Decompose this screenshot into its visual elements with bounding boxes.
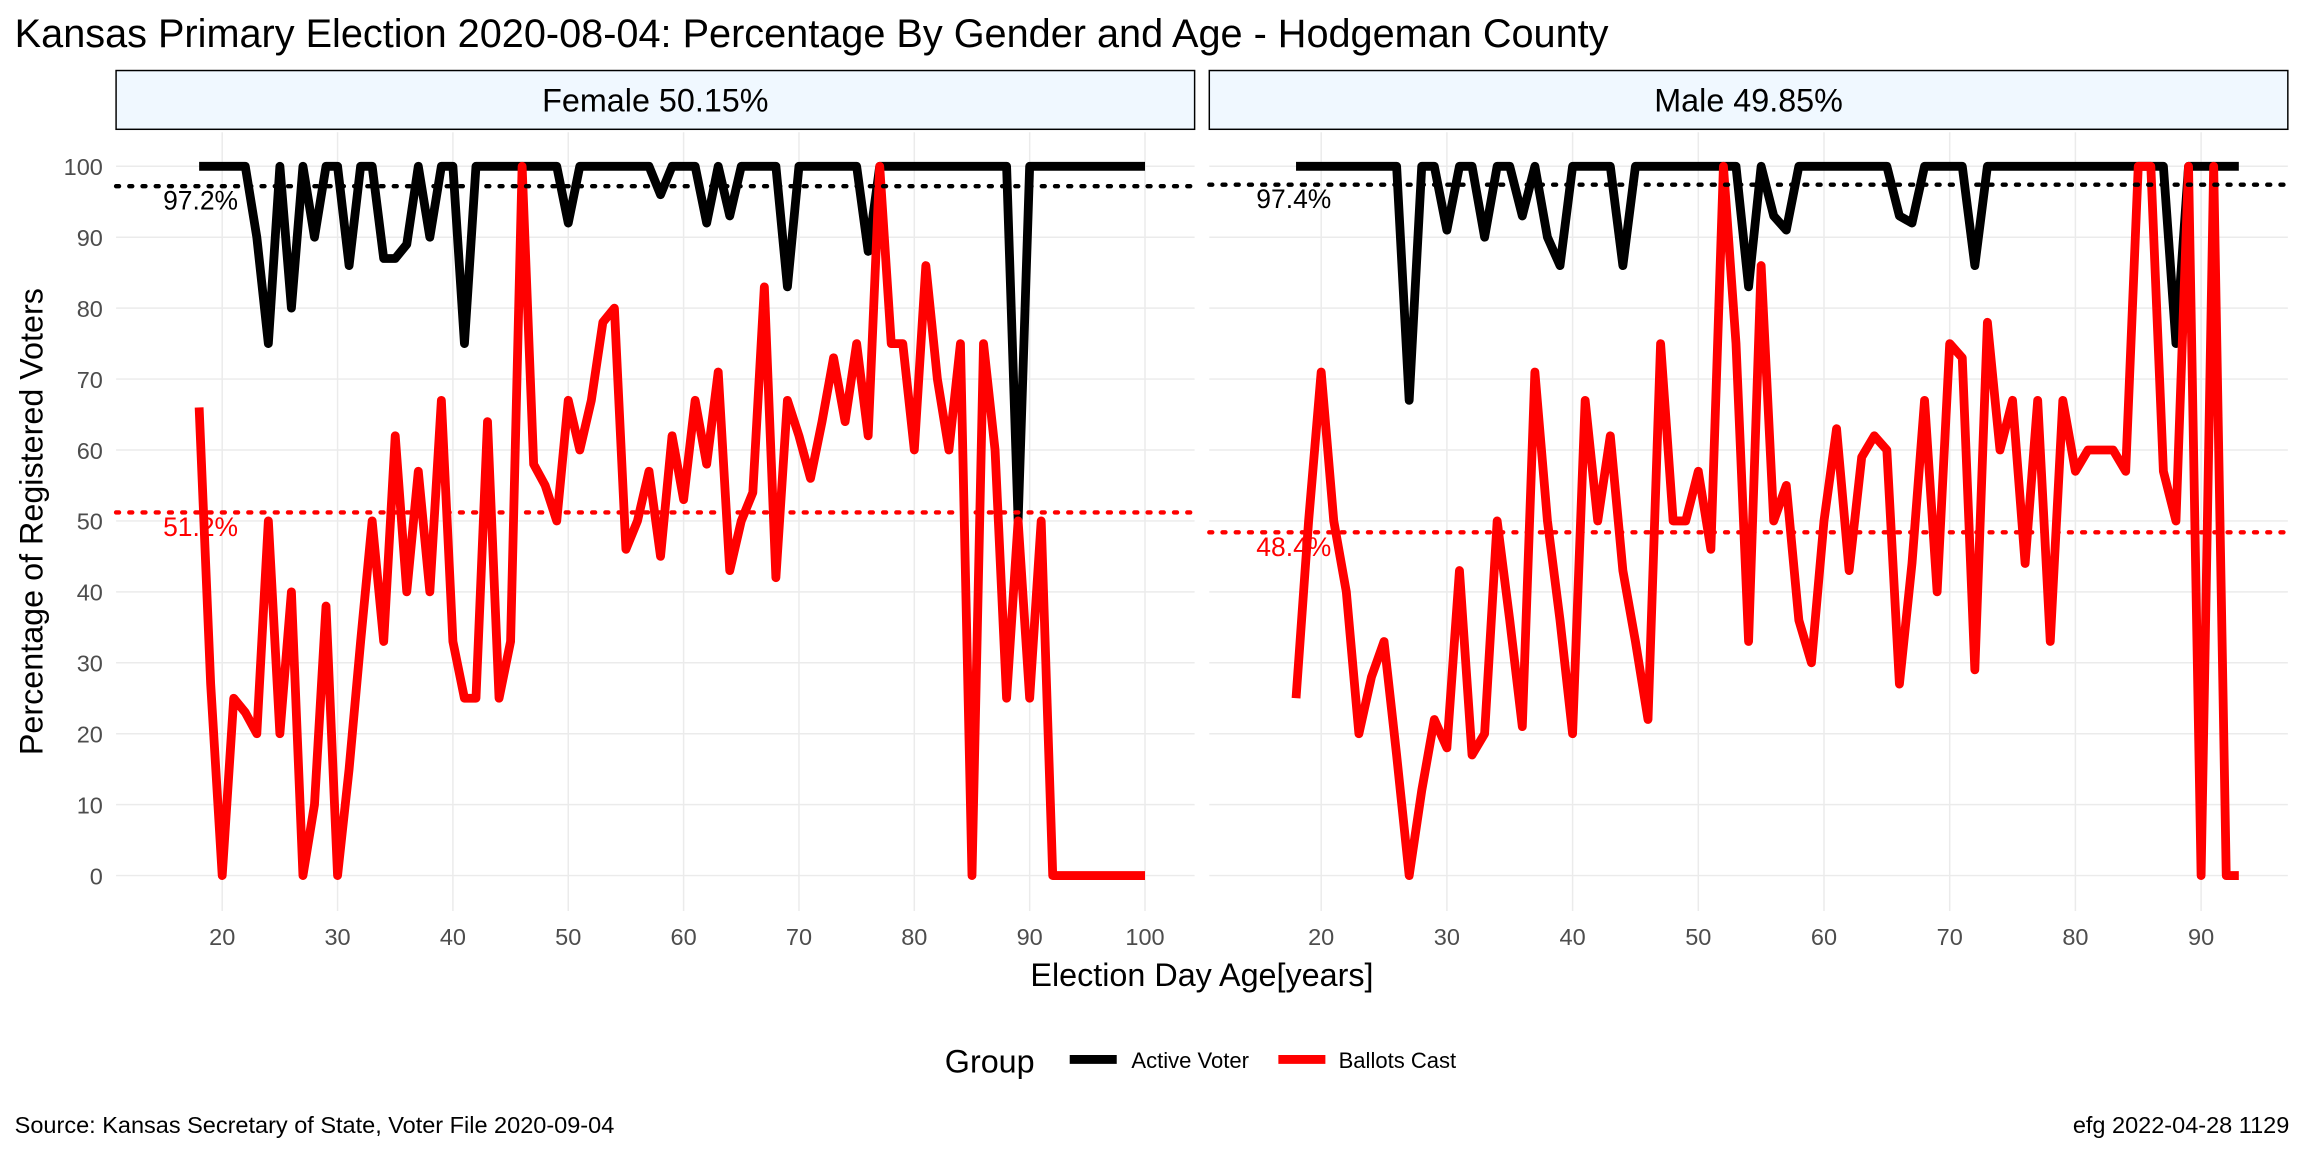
x-tick-label: 20	[1308, 924, 1334, 950]
x-tick-label: 50	[555, 924, 581, 950]
y-tick-label: 40	[77, 580, 103, 606]
y-tick-label: 90	[77, 225, 103, 251]
y-tick-label: 10	[77, 792, 103, 818]
chart-title: Kansas Primary Election 2020-08-04: Perc…	[15, 12, 1609, 56]
series-line	[199, 161, 1146, 526]
legend-label: Active Voter	[1131, 1048, 1249, 1073]
y-tick-label: 20	[77, 722, 103, 748]
y-tick-label: 100	[64, 154, 103, 180]
y-tick-label: 60	[77, 438, 103, 464]
credit: efg 2022-04-28 1129	[2073, 1112, 2289, 1138]
facet-label: Female 50.15%	[542, 83, 768, 119]
x-tick-label: 60	[671, 924, 697, 950]
y-tick-label: 30	[77, 651, 103, 677]
source: Source: Kansas Secretary of State, Voter…	[15, 1112, 615, 1138]
x-tick-label: 70	[1937, 924, 1963, 950]
reference-label: 97.4%	[1256, 184, 1331, 214]
reference-label: 51.2%	[163, 512, 238, 542]
reference-label: 97.2%	[163, 186, 238, 216]
series-line	[1291, 161, 2239, 880]
x-tick-label: 70	[786, 924, 812, 950]
x-tick-label: 40	[440, 924, 466, 950]
x-tick-label: 30	[324, 924, 350, 950]
y-axis-label: Percentage of Registered Voters	[14, 288, 50, 755]
y-tick-label: 70	[77, 367, 103, 393]
facet-strip	[1208, 69, 2289, 131]
x-tick-label: 90	[1017, 924, 1043, 950]
legend-title: Group	[945, 1044, 1035, 1080]
series-line	[1296, 161, 2239, 405]
x-tick-label: 50	[1685, 924, 1711, 950]
x-tick-label: 60	[1811, 924, 1837, 950]
x-axis-label: Election Day Age[years]	[1030, 957, 1373, 993]
y-tick-label: 80	[77, 296, 103, 322]
x-tick-label: 20	[209, 924, 235, 950]
facet-strip	[115, 69, 1196, 131]
y-tick-label: 0	[90, 863, 103, 889]
reference-label: 48.4%	[1256, 532, 1331, 562]
facet-label: Male 49.85%	[1654, 83, 1843, 119]
x-tick-label: 90	[2188, 924, 2214, 950]
x-tick-label: 80	[2062, 924, 2088, 950]
y-tick-label: 50	[77, 509, 103, 535]
legend-label: Ballots Cast	[1339, 1048, 1457, 1073]
x-tick-label: 30	[1434, 924, 1460, 950]
x-tick-label: 100	[1125, 924, 1164, 950]
series-line	[194, 161, 1146, 880]
x-tick-label: 40	[1560, 924, 1586, 950]
x-tick-label: 80	[901, 924, 927, 950]
